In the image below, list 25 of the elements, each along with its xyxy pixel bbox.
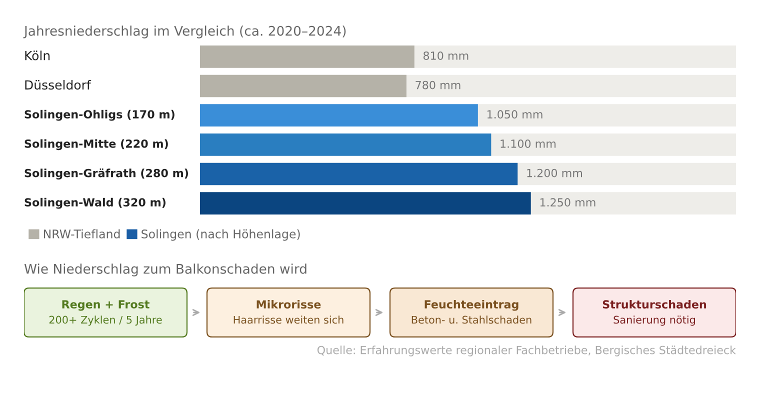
data-label: 1.100 mm <box>500 139 556 148</box>
y-tick-label: Köln <box>25 50 50 60</box>
category-label: Strukturschaden <box>602 300 706 309</box>
category-label: Regen + Frost <box>62 300 150 311</box>
text: Wie Niederschlag zum Balkonschaden wird <box>24 264 306 276</box>
legend-label: NRW-Tiefland <box>44 229 120 238</box>
y-tick-label: Düsseldorf <box>25 80 92 90</box>
data-label: 1.050 mm <box>487 110 542 119</box>
source-note: Quelle: Erfahrungswerte regionaler Fachbetriebe, Bergisches Städtedreieck <box>317 346 736 356</box>
data-label: 780 mm <box>416 80 460 90</box>
y-tick-label: Solingen-Ohligs (170 m) <box>24 110 174 121</box>
y-tick-label: Solingen-Mitte (220 m) <box>24 139 168 150</box>
data-label: 1.250 mm <box>540 198 596 207</box>
text: Haarrisse weiten sich <box>234 316 344 324</box>
y-tick-label: Solingen-Gräfrath (280 m) <box>24 168 188 180</box>
y-tick-label: Solingen-Wald (320 m) <box>24 198 166 209</box>
data-label: 1.200 mm <box>527 168 582 178</box>
chart-title: Jahresniederschlag im Vergleich (ca. 2020–2024) <box>23 26 346 38</box>
legend-label: Solingen (nach Höhenlage) <box>142 229 300 241</box>
text: 200+ Zyklen / 5 Jahre <box>49 316 162 326</box>
text: Sanierung nötig <box>614 316 695 326</box>
data-label: 810 mm <box>423 51 468 60</box>
category-label: Mikrorisse <box>256 300 321 309</box>
text: Beton- u. Stahlschaden <box>412 316 532 324</box>
category-label: Feuchteeintrag <box>424 300 518 311</box>
